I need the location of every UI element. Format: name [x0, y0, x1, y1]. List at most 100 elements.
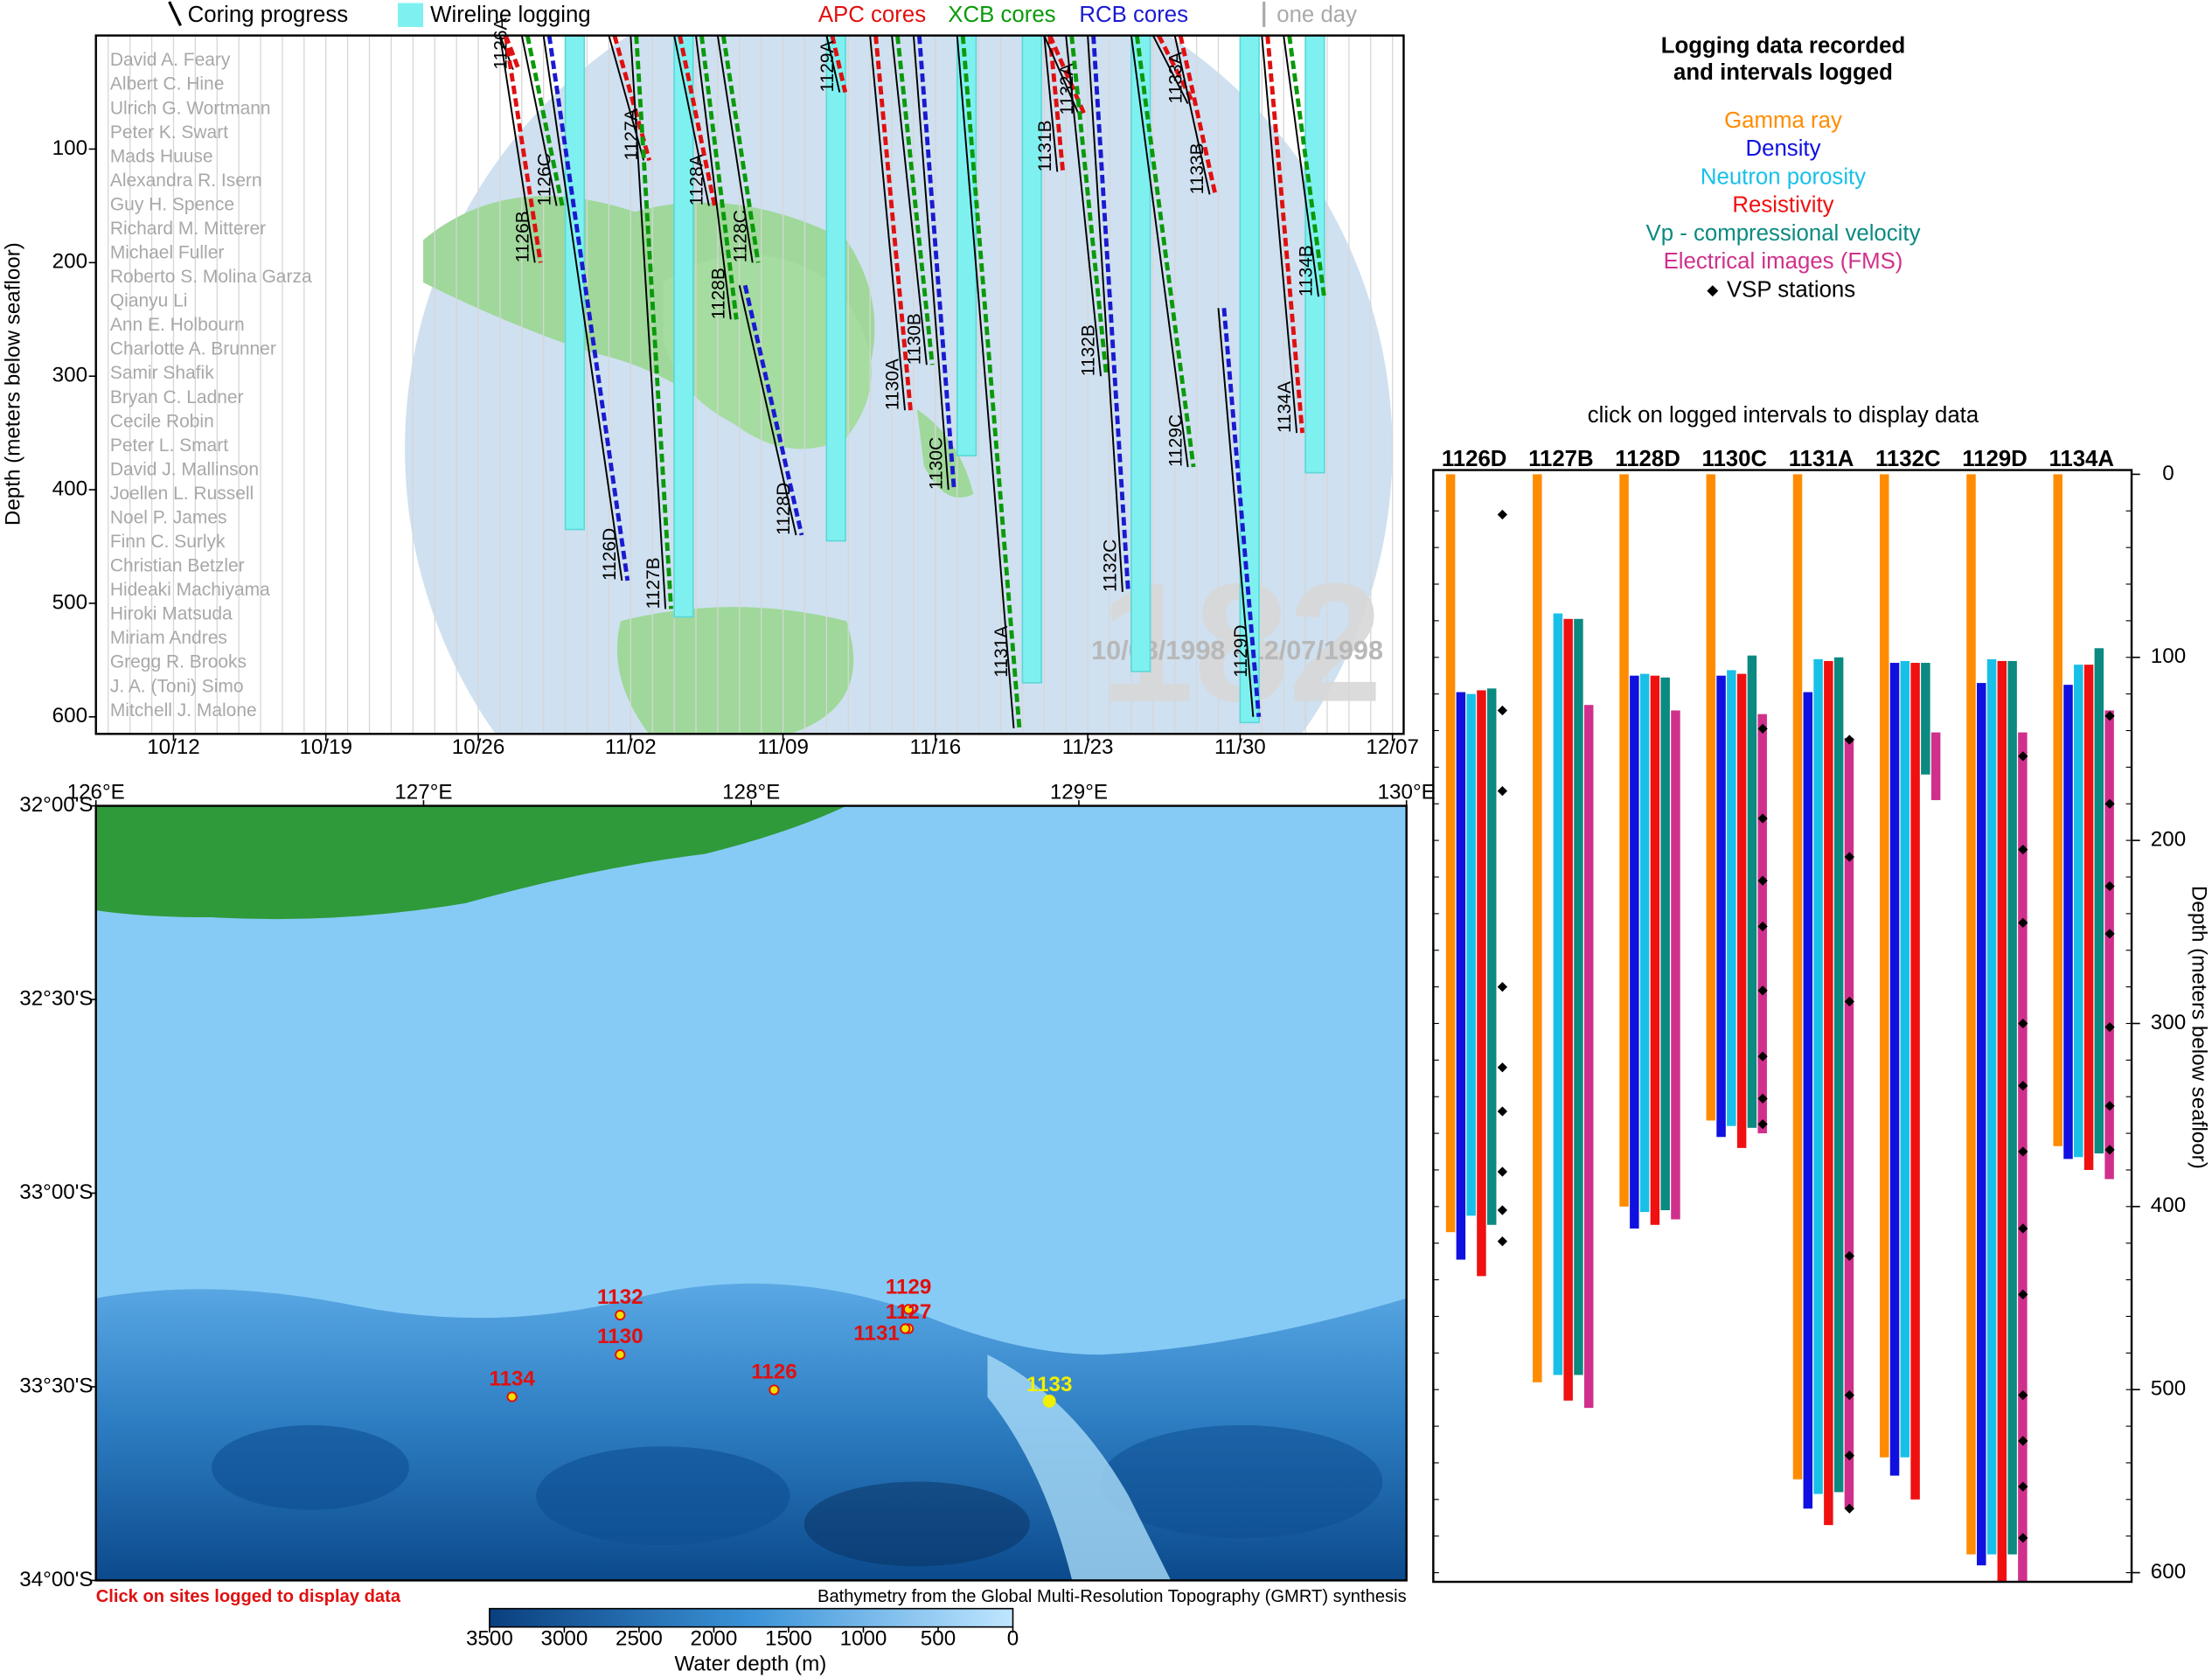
logged-interval[interactable]: [2083, 665, 2094, 1170]
logged-interval[interactable]: [1660, 677, 1670, 1211]
y-tick-label: 200: [2151, 828, 2186, 852]
vsp-station: [1757, 813, 1768, 824]
logged-interval[interactable]: [1639, 673, 1650, 1213]
wireline-logging[interactable]: [673, 34, 694, 618]
core-interval: [546, 35, 630, 581]
site-label[interactable]: 1134: [489, 1367, 535, 1390]
y-tick-label: 32°30'S: [19, 986, 93, 1010]
logged-interval[interactable]: [1456, 692, 1466, 1260]
wireline-logging[interactable]: [564, 34, 586, 531]
x-tick-label: 129°E: [1050, 780, 1108, 804]
author-name: Michael Fuller: [110, 243, 225, 263]
logged-interval[interactable]: [2063, 685, 2073, 1159]
logged-interval[interactable]: [2094, 648, 2104, 1154]
site-marker[interactable]: [769, 1384, 780, 1396]
legend-label: VSP stations: [1727, 277, 1855, 302]
logged-interval[interactable]: [1650, 675, 1660, 1225]
logged-interval[interactable]: [1930, 732, 1941, 801]
vsp-station: [1497, 509, 1508, 520]
site-marker[interactable]: [900, 1323, 911, 1334]
logged-interval[interactable]: [1880, 474, 1889, 1458]
site-label[interactable]: 1129: [886, 1276, 931, 1299]
hole-header: 1132C: [1875, 447, 1941, 471]
logged-interval[interactable]: [1977, 683, 1986, 1566]
logged-interval[interactable]: [1747, 655, 1757, 1128]
legend-swatch: [1707, 285, 1719, 297]
logged-interval[interactable]: [1466, 693, 1476, 1216]
wireline-logging[interactable]: [825, 34, 846, 542]
hole-label: 1130B: [905, 313, 925, 365]
site-label[interactable]: 1132: [597, 1285, 643, 1309]
logged-interval[interactable]: [1921, 663, 1930, 775]
coring-progress: [956, 35, 1015, 728]
logged-interval[interactable]: [1813, 658, 1823, 1494]
logged-interval[interactable]: [1706, 474, 1716, 1121]
x-tick-label: 11/16: [909, 735, 961, 759]
author-name: Miriam Andres: [110, 628, 227, 648]
vsp-station: [1497, 785, 1508, 797]
legend-label: one day: [1276, 3, 1357, 27]
logged-interval[interactable]: [1486, 688, 1497, 1225]
site-marker[interactable]: [615, 1309, 626, 1321]
author-name: Mitchell J. Malone: [110, 700, 257, 721]
site-marker[interactable]: [902, 1304, 915, 1315]
logged-interval[interactable]: [1824, 660, 1833, 1526]
vsp-station: [2018, 1081, 2028, 1091]
author-name: Cecile Robin: [110, 411, 214, 431]
logged-interval[interactable]: [1966, 474, 1976, 1555]
logged-interval[interactable]: [1716, 675, 1726, 1138]
logged-interval[interactable]: [1477, 690, 1486, 1277]
author-name: Charlotte A. Brunner: [110, 339, 276, 359]
logged-interval[interactable]: [1900, 660, 1910, 1458]
site-marker[interactable]: [1042, 1394, 1056, 1408]
logged-interval[interactable]: [1792, 474, 1803, 1480]
logged-interval[interactable]: [1574, 618, 1583, 1375]
logged-interval[interactable]: [2007, 660, 2017, 1555]
logged-interval[interactable]: [1910, 663, 1920, 1500]
site-label[interactable]: 1126: [751, 1361, 796, 1384]
logged-interval[interactable]: [1563, 618, 1573, 1401]
logged-interval[interactable]: [2018, 732, 2028, 1583]
colorbar-tick-label: 3500: [466, 1627, 513, 1651]
site-label[interactable]: 1133: [1026, 1373, 1072, 1396]
logged-interval[interactable]: [1671, 710, 1680, 1220]
logged-interval[interactable]: [1986, 658, 1997, 1555]
vsp-station: [2104, 1022, 2115, 1033]
hole-header: 1127B: [1528, 447, 1594, 471]
site-marker[interactable]: [506, 1391, 518, 1403]
legend-label: RCB cores: [1079, 3, 1188, 27]
logged-interval[interactable]: [1997, 660, 2007, 1583]
coring-progress: [498, 35, 536, 263]
logged-interval[interactable]: [2053, 474, 2062, 1146]
y-axis-label: Depth (meters below seafloor): [2187, 886, 2210, 1169]
site-label[interactable]: 1131: [853, 1321, 899, 1345]
logged-interval[interactable]: [1803, 692, 1813, 1509]
logged-interval[interactable]: [1844, 737, 1854, 1509]
author-name: Richard M. Mitterer: [110, 219, 266, 239]
vsp-station: [1497, 1166, 1508, 1177]
legend-label: Neutron porosity: [1701, 164, 1866, 189]
vsp-station: [1757, 1093, 1768, 1104]
site-marker[interactable]: [615, 1349, 626, 1361]
logged-interval[interactable]: [1630, 675, 1639, 1229]
site-label[interactable]: 1127: [886, 1300, 931, 1324]
author-name: Alexandra R. Isern: [110, 171, 262, 191]
wireline-logging[interactable]: [956, 34, 977, 456]
logged-interval[interactable]: [2074, 665, 2083, 1158]
logged-interval[interactable]: [1533, 474, 1542, 1382]
x-tick-label: 10/19: [299, 735, 352, 759]
logged-interval[interactable]: [1445, 474, 1456, 1233]
logged-interval[interactable]: [1619, 474, 1629, 1207]
logged-interval[interactable]: [1583, 705, 1594, 1409]
logged-interval[interactable]: [2104, 710, 2114, 1180]
site-label[interactable]: 1130: [597, 1325, 643, 1348]
y-tick-label: 300: [2151, 1011, 2186, 1034]
logged-interval[interactable]: [1553, 613, 1563, 1375]
logged-interval[interactable]: [1727, 670, 1736, 1126]
logged-interval[interactable]: [1736, 673, 1747, 1148]
hole-header: 1130C: [1702, 447, 1768, 471]
logged-interval[interactable]: [1889, 663, 1900, 1476]
logged-interval[interactable]: [1833, 657, 1844, 1493]
coring-progress: [1283, 35, 1319, 297]
